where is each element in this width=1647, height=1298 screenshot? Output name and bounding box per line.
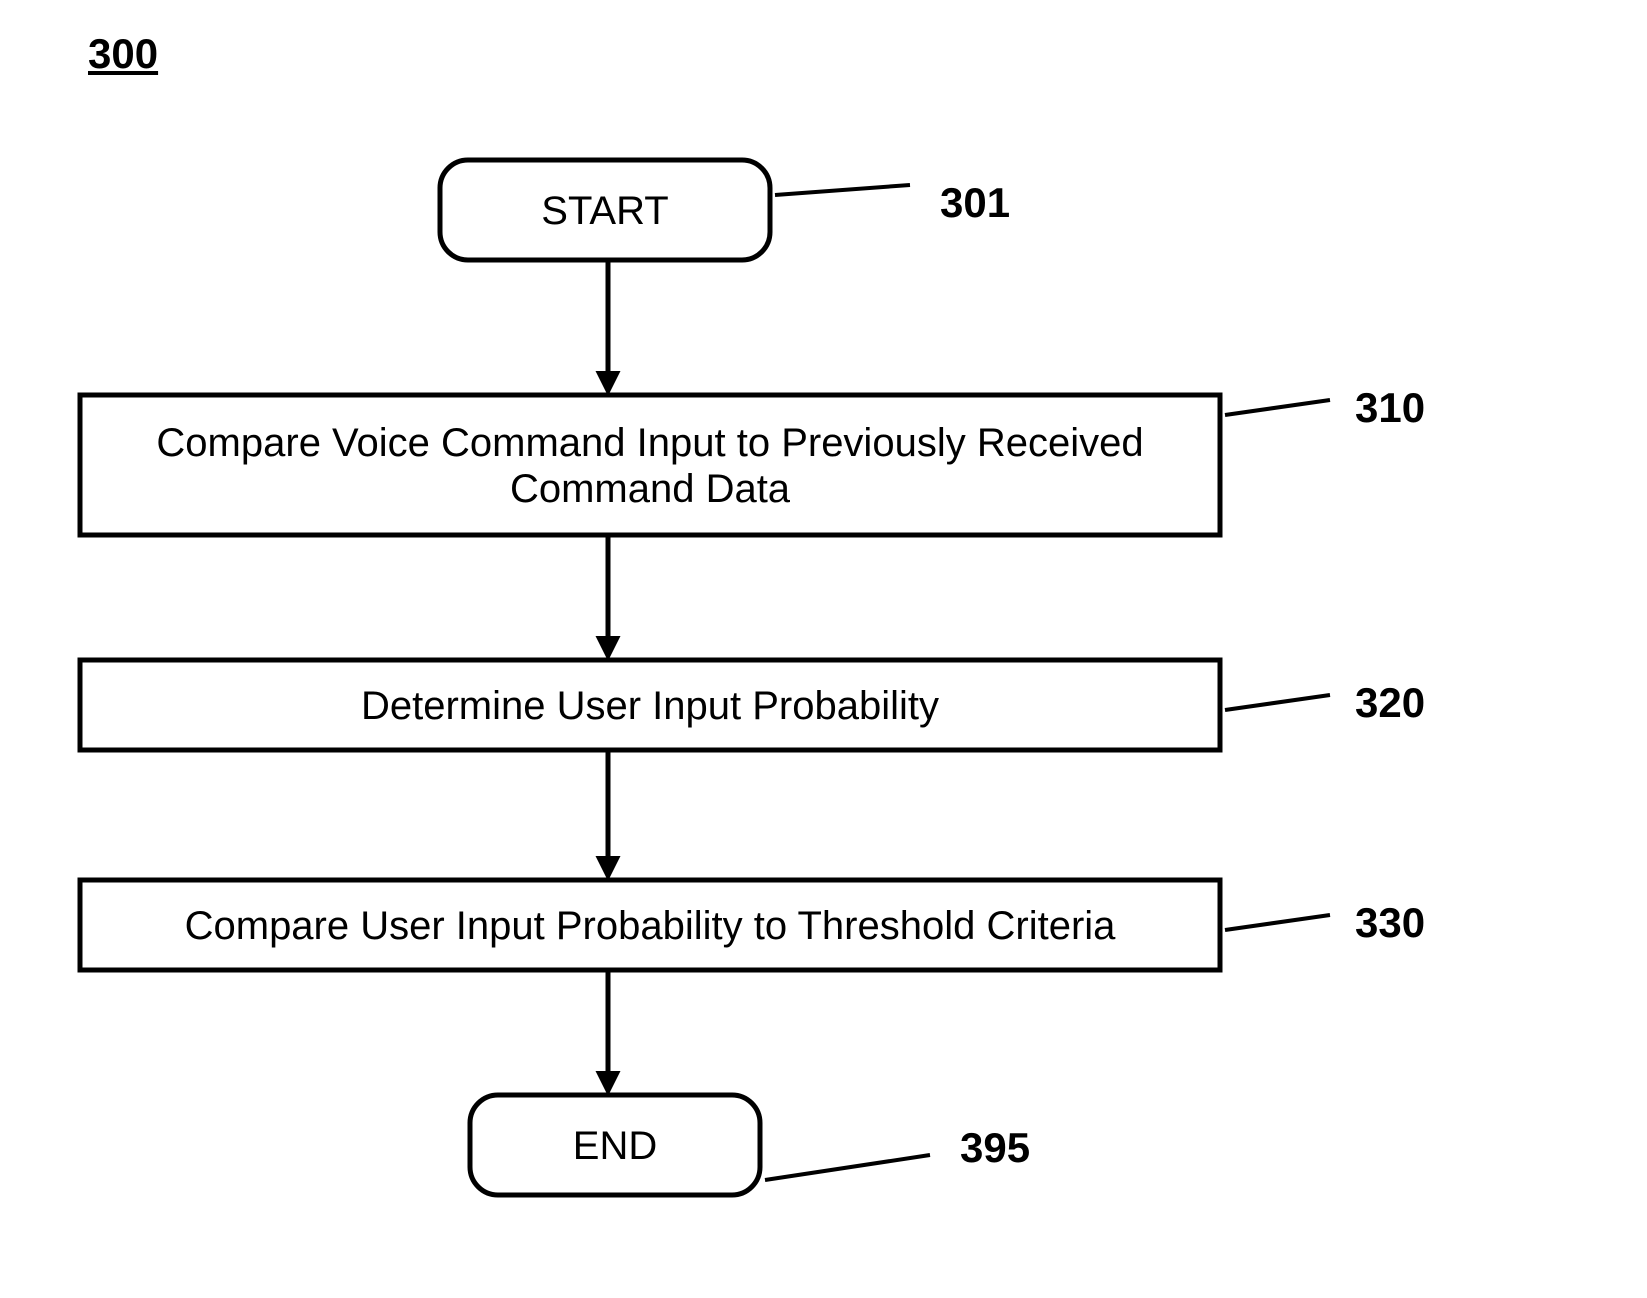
leader-line — [1225, 400, 1330, 415]
flowchart-node-start: START — [440, 160, 910, 260]
flowchart-diagram: START Compare Voice Command Input to Prev… — [0, 0, 1647, 1298]
reference-label-330: 330 — [1355, 899, 1425, 947]
reference-label-320: 320 — [1355, 679, 1425, 727]
leader-line — [1225, 695, 1330, 710]
flowchart-node-step320: Determine User Input Probability — [80, 660, 1330, 750]
flowchart-node-step330: Compare User Input Probability to Thresh… — [80, 880, 1330, 970]
flowchart-node-step310: Compare Voice Command Input to Previousl… — [80, 395, 1330, 535]
leader-line — [765, 1155, 930, 1180]
node-text: Compare Voice Command Input to Previousl… — [156, 421, 1143, 465]
node-text: START — [541, 189, 668, 233]
reference-label-310: 310 — [1355, 384, 1425, 432]
node-text: Determine User Input Probability — [361, 684, 939, 728]
flowchart-node-end: END — [470, 1095, 930, 1195]
reference-label-395: 395 — [960, 1124, 1030, 1172]
leader-line — [775, 185, 910, 195]
leader-line — [1225, 915, 1330, 930]
reference-label-301: 301 — [940, 179, 1010, 227]
node-text: Command Data — [510, 467, 791, 511]
node-text: END — [573, 1124, 657, 1168]
node-text: Compare User Input Probability to Thresh… — [185, 904, 1117, 948]
